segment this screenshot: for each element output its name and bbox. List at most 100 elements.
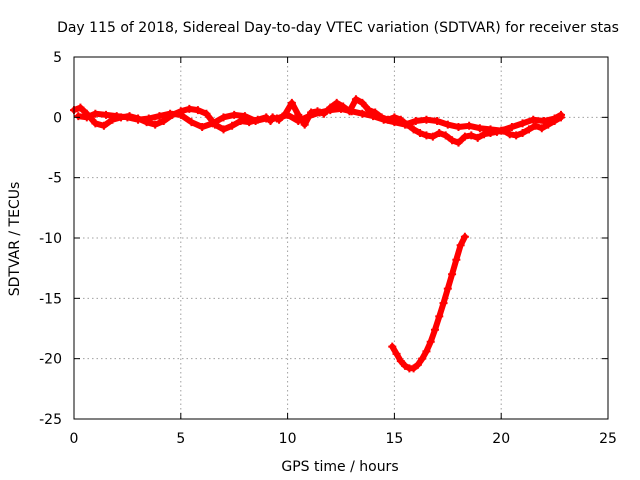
data-point [456, 241, 465, 250]
y-tick-label: 0 [53, 110, 62, 126]
data-point [155, 112, 164, 121]
data-point [475, 124, 484, 133]
data-point [409, 125, 418, 134]
data-point [518, 119, 527, 128]
data-point [422, 131, 431, 140]
data-point [123, 113, 132, 122]
data-point [358, 98, 367, 107]
data-point [337, 104, 345, 113]
data-point [240, 112, 249, 121]
y-tick-label: -10 [39, 231, 62, 247]
data-point [369, 112, 378, 121]
data-point [435, 129, 444, 138]
data-point [486, 125, 495, 134]
x-tick-label: 25 [599, 431, 617, 447]
data-point [208, 119, 217, 128]
data-point [448, 136, 457, 145]
data-point [388, 342, 397, 351]
data-point [497, 126, 506, 135]
data-point [441, 131, 450, 140]
data-point [413, 360, 422, 369]
data-point [422, 115, 431, 124]
x-tick-label: 20 [492, 431, 510, 447]
data-point [187, 118, 196, 127]
grid-lines [74, 57, 608, 419]
y-tick-label: -15 [39, 291, 62, 307]
axis-ticks: 0 5 10 15 20 25 5 0 -5 -10 -15 -20 -25 [39, 50, 617, 447]
data-point [454, 122, 463, 131]
data-point [228, 121, 237, 130]
data-point [91, 109, 100, 118]
data-point [185, 104, 194, 113]
data-point [473, 133, 482, 142]
data-point [91, 119, 100, 128]
data-point [518, 129, 527, 138]
x-tick-label: 15 [385, 431, 403, 447]
data-point [82, 113, 91, 122]
data-point [430, 325, 439, 334]
data-point [159, 116, 168, 125]
data-point [467, 131, 476, 140]
data-point [358, 109, 367, 118]
data-point [422, 347, 431, 356]
data-point [426, 337, 435, 346]
data-point [409, 364, 418, 373]
data-point [272, 114, 281, 123]
data-point [251, 116, 260, 125]
data-point [390, 118, 399, 127]
data-point [452, 255, 461, 264]
data-series [70, 95, 566, 373]
data-point [347, 107, 356, 116]
data-point [198, 122, 207, 131]
data-point [326, 106, 335, 115]
data-point [418, 354, 427, 363]
data-point [512, 131, 521, 140]
data-point [529, 115, 538, 124]
x-tick-label: 5 [176, 431, 185, 447]
data-point [557, 110, 566, 119]
series-trace-b [74, 109, 271, 131]
data-point [144, 114, 153, 123]
data-point [460, 132, 469, 141]
data-point [262, 114, 271, 123]
data-point [524, 125, 533, 134]
series-trace-e [388, 232, 469, 373]
x-tick-label: 0 [70, 431, 79, 447]
data-point [392, 349, 401, 358]
data-point [428, 132, 437, 141]
data-point [166, 109, 175, 118]
data-point [74, 112, 83, 121]
data-point [531, 121, 540, 130]
data-point [539, 116, 548, 125]
data-point [401, 361, 410, 370]
data-point [379, 115, 388, 124]
y-tick-label: -20 [39, 352, 62, 368]
data-point [465, 121, 474, 130]
data-point [435, 312, 444, 321]
data-point [283, 110, 292, 119]
chart-title: Day 115 of 2018, Sidereal Day-to-day VTE… [57, 20, 619, 36]
series-line [389, 233, 468, 372]
data-point [219, 125, 228, 134]
data-point [300, 120, 309, 129]
data-point [443, 284, 452, 293]
data-point [176, 110, 185, 119]
data-point [443, 120, 452, 129]
data-point [351, 95, 360, 104]
data-point [505, 130, 514, 139]
data-point [507, 122, 516, 131]
data-point [332, 98, 341, 107]
data-point [294, 116, 303, 125]
data-point [304, 112, 313, 121]
data-point [550, 114, 559, 123]
data-point [448, 270, 457, 279]
data-point [416, 129, 425, 138]
y-axis-label: SDTVAR / TECUs [7, 182, 23, 297]
data-point [76, 103, 85, 112]
series-line [273, 105, 564, 134]
data-point [99, 121, 108, 130]
y-tick-label: -25 [39, 412, 62, 428]
data-point [202, 109, 211, 118]
data-point [460, 232, 469, 241]
